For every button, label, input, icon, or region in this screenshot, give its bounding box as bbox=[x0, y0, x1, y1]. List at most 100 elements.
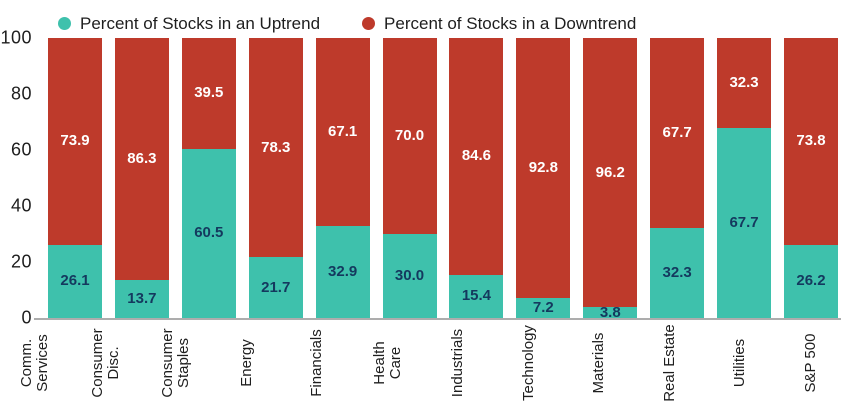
bar-segment-downtrend: 86.3 bbox=[114, 38, 169, 280]
bar-segment-uptrend: 67.7 bbox=[717, 128, 772, 318]
value-label-uptrend: 26.1 bbox=[60, 272, 90, 290]
bar-column: 39.5 60.5 bbox=[181, 38, 236, 318]
bar-segment-uptrend: 60.5 bbox=[181, 148, 236, 318]
value-label-downtrend: 96.2 bbox=[595, 163, 625, 181]
x-axis-label-column: Health Care bbox=[361, 320, 415, 405]
value-label-downtrend: 92.8 bbox=[528, 158, 558, 176]
value-label-downtrend: 67.7 bbox=[662, 123, 692, 141]
bar-segment-uptrend: 21.7 bbox=[248, 257, 303, 318]
bar-segment-uptrend: 30.0 bbox=[382, 234, 437, 318]
x-axis-label: Utilities bbox=[731, 338, 749, 387]
x-axis-label-column: Energy bbox=[220, 320, 274, 405]
y-tick-label: 0 bbox=[21, 307, 32, 328]
x-axis-label-column: Real Estate bbox=[643, 320, 697, 405]
bar-segment-uptrend: 3.8 bbox=[583, 303, 638, 321]
x-axis-label: Comm. Services bbox=[18, 333, 51, 392]
bar-column: 92.8 7.2 bbox=[516, 38, 571, 318]
value-label-uptrend: 7.2 bbox=[532, 298, 554, 316]
bar-segment-downtrend: 67.1 bbox=[315, 38, 370, 226]
value-label-uptrend: 13.7 bbox=[127, 289, 157, 307]
x-axis-label-column: Consumer Staples bbox=[149, 320, 203, 405]
legend-label-downtrend: Percent of Stocks in a Downtrend bbox=[384, 13, 637, 33]
bar-segment-downtrend: 92.8 bbox=[516, 38, 571, 298]
value-label-uptrend: 26.2 bbox=[796, 272, 826, 290]
x-axis-label-column: Comm. Services bbox=[8, 320, 62, 405]
bar-segment-downtrend: 78.3 bbox=[248, 38, 303, 258]
bar-column: 84.6 15.4 bbox=[449, 38, 504, 318]
bar-segment-uptrend: 13.7 bbox=[114, 279, 169, 318]
x-axis-label-column: Consumer Disc. bbox=[79, 320, 133, 405]
value-label-uptrend: 32.9 bbox=[328, 262, 358, 280]
value-label-downtrend: 73.8 bbox=[796, 132, 826, 150]
y-tick-label: 80 bbox=[10, 83, 32, 104]
value-label-uptrend: 15.4 bbox=[461, 287, 492, 305]
x-axis-label: Real Estate bbox=[660, 323, 678, 402]
bar-column: 32.3 67.7 bbox=[717, 38, 772, 318]
x-axis-labels: Comm. Services Consumer Disc. Consumer Sta… bbox=[0, 320, 841, 405]
chart-legend: Percent of Stocks in an Uptrend Percent … bbox=[0, 0, 841, 38]
legend-label-uptrend: Percent of Stocks in an Uptrend bbox=[80, 13, 321, 33]
x-axis-line bbox=[34, 318, 841, 320]
bar-segment-downtrend: 84.6 bbox=[449, 38, 504, 275]
y-axis: 0 20 40 60 80 100 bbox=[0, 28, 40, 328]
value-label-uptrend: 67.7 bbox=[729, 214, 759, 232]
bar-segment-downtrend: 73.8 bbox=[783, 38, 838, 245]
bar-column: 96.2 3.8 bbox=[583, 38, 638, 321]
x-axis-label-column: Technology bbox=[502, 320, 556, 405]
y-tick-label: 20 bbox=[10, 251, 32, 272]
bar-column: 78.3 21.7 bbox=[248, 38, 303, 318]
value-label-uptrend: 30.0 bbox=[394, 267, 425, 284]
value-label-downtrend: 39.5 bbox=[194, 84, 224, 102]
value-label-downtrend: 84.6 bbox=[461, 147, 492, 165]
bars-container: 73.9 26.1 86.3 13.7 39.5 60.5 78.3 21.7 67.1 32.9… bbox=[40, 38, 841, 321]
x-axis-label: Financials bbox=[308, 328, 326, 397]
value-label-downtrend: 86.3 bbox=[127, 149, 157, 167]
value-label-downtrend: 73.9 bbox=[60, 132, 90, 150]
x-axis-label: Technology bbox=[519, 324, 537, 401]
value-label-uptrend: 21.7 bbox=[261, 278, 291, 296]
x-axis-label-column: Financials bbox=[290, 320, 344, 405]
value-label-uptrend: 60.5 bbox=[194, 224, 224, 242]
x-axis-label: Energy bbox=[237, 338, 255, 387]
x-axis-label: Consumer Staples bbox=[159, 327, 193, 398]
value-label-downtrend: 67.1 bbox=[328, 122, 358, 140]
bar-segment-uptrend: 32.9 bbox=[315, 225, 370, 318]
x-axis-label-column: Materials bbox=[572, 320, 626, 405]
x-axis-label-column: Utilities bbox=[713, 320, 767, 405]
bar-column: 67.7 32.3 bbox=[650, 38, 705, 318]
bar-segment-uptrend: 32.3 bbox=[650, 227, 705, 318]
bar-column: 73.8 26.2 bbox=[783, 38, 838, 318]
bar-segment-downtrend: 73.9 bbox=[48, 38, 102, 245]
legend-marker-uptrend-icon bbox=[58, 17, 71, 30]
bar-segment-uptrend: 7.2 bbox=[516, 297, 571, 318]
bar-column: 73.9 26.1 bbox=[48, 38, 102, 318]
x-axis-label: Consumer Disc. bbox=[88, 327, 122, 398]
bar-column: 67.1 32.9 bbox=[315, 38, 370, 318]
bar-column: 70.0 30.0 bbox=[382, 38, 437, 318]
bar-segment-downtrend: 67.7 bbox=[650, 38, 705, 228]
x-axis-label-column: S&P 500 bbox=[784, 320, 838, 405]
bar-column: 86.3 13.7 bbox=[114, 38, 169, 318]
legend-marker-downtrend-icon bbox=[362, 17, 376, 30]
bar-segment-downtrend: 32.3 bbox=[717, 38, 772, 129]
bar-segment-downtrend: 39.5 bbox=[181, 38, 236, 149]
stacked-bar-chart: 0 20 40 60 80 100 73.9 26.1 86.3 13.7 39.5 60.5 78.… bbox=[0, 28, 841, 328]
x-axis-label-column: Industrials bbox=[431, 320, 485, 405]
x-axis-label: Materials bbox=[590, 332, 608, 393]
y-tick-label: 40 bbox=[10, 195, 32, 216]
plot-area: 73.9 26.1 86.3 13.7 39.5 60.5 78.3 21.7 67.1 32.9… bbox=[40, 38, 841, 321]
legend-item-downtrend: Percent of Stocks in a Downtrend bbox=[362, 14, 636, 34]
value-label-uptrend: 3.8 bbox=[599, 303, 621, 321]
bar-segment-uptrend: 15.4 bbox=[449, 274, 504, 318]
value-label-downtrend: 70.0 bbox=[394, 127, 425, 144]
value-label-downtrend: 32.3 bbox=[729, 74, 759, 92]
bar-segment-downtrend: 96.2 bbox=[583, 38, 638, 308]
legend-item-uptrend: Percent of Stocks in an Uptrend bbox=[58, 14, 320, 34]
y-tick-label: 100 bbox=[0, 27, 32, 48]
x-axis-label: Industrials bbox=[449, 328, 467, 397]
x-axis-label: Health Care bbox=[370, 340, 404, 385]
y-tick-label: 60 bbox=[10, 139, 32, 160]
bar-segment-uptrend: 26.1 bbox=[48, 244, 102, 318]
x-axis-label: S&P 500 bbox=[801, 333, 819, 392]
bar-segment-uptrend: 26.2 bbox=[783, 244, 838, 318]
